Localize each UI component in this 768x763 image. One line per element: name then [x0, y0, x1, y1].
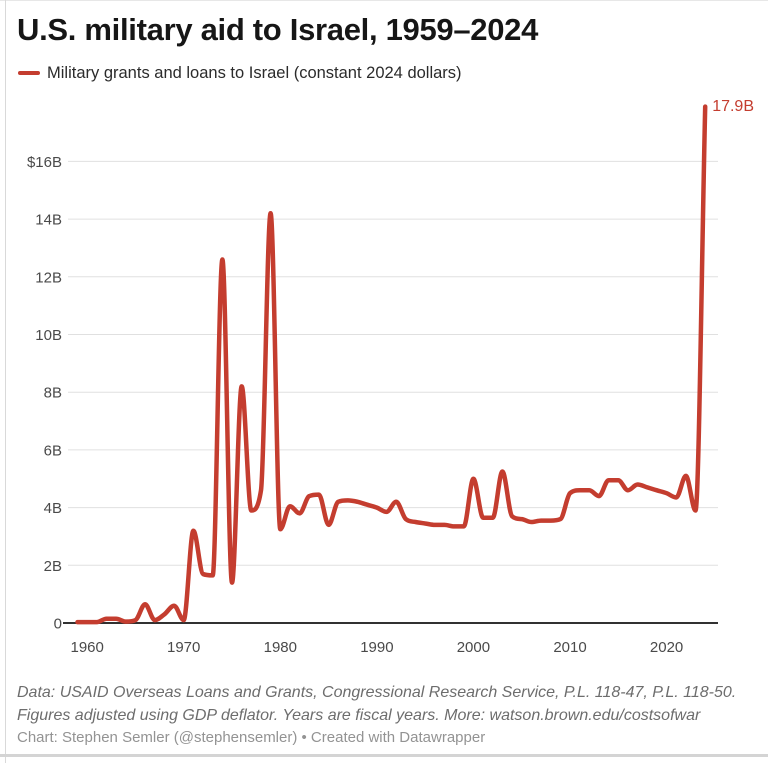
credit-line: Chart: Stephen Semler (@stephensemler) •… [17, 729, 486, 746]
source-note-line1: Data: USAID Overseas Loans and Grants, C… [17, 684, 737, 701]
legend: Military grants and loans to Israel (con… [18, 62, 462, 84]
x-axis-label: 2000 [457, 639, 490, 656]
y-axis-label: 4B [44, 500, 62, 517]
y-axis-label: 8B [44, 385, 62, 402]
y-axis-label: 14B [35, 212, 62, 229]
border-line-top [0, 0, 768, 1]
peak-value-label: 17.9B [712, 98, 754, 115]
y-axis-label: 10B [35, 327, 62, 344]
x-axis-label: 1990 [360, 639, 393, 656]
legend-label: Military grants and loans to Israel (con… [47, 63, 462, 82]
y-axis-label: $16B [27, 154, 62, 171]
border-line-left [5, 0, 6, 763]
border-line-bottom [0, 754, 768, 757]
y-axis-label: 6B [44, 442, 62, 459]
x-axis-label: 2020 [650, 639, 683, 656]
chart-title: U.S. military aid to Israel, 1959–2024 [17, 12, 539, 47]
y-axis-label: 2B [44, 558, 62, 575]
source-note-line2: Figures adjusted using GDP deflator. Yea… [17, 706, 701, 724]
y-axis-label: 12B [35, 269, 62, 286]
data-line [75, 104, 708, 625]
line-chart: $16B 14B 12B 10B 8B 6B 4B 2B 0 1960 1970 1980 1990 20… [27, 98, 754, 656]
source-notes: Data: USAID Overseas Loans and Grants, C… [17, 682, 736, 727]
x-axis-label: 1970 [167, 639, 200, 656]
y-axis-label: 0 [54, 616, 62, 633]
legend-line-swatch [18, 70, 40, 76]
x-axis-label: 1980 [264, 639, 297, 656]
x-axis-label: 2010 [553, 639, 586, 656]
x-axis-label: 1960 [71, 639, 104, 656]
